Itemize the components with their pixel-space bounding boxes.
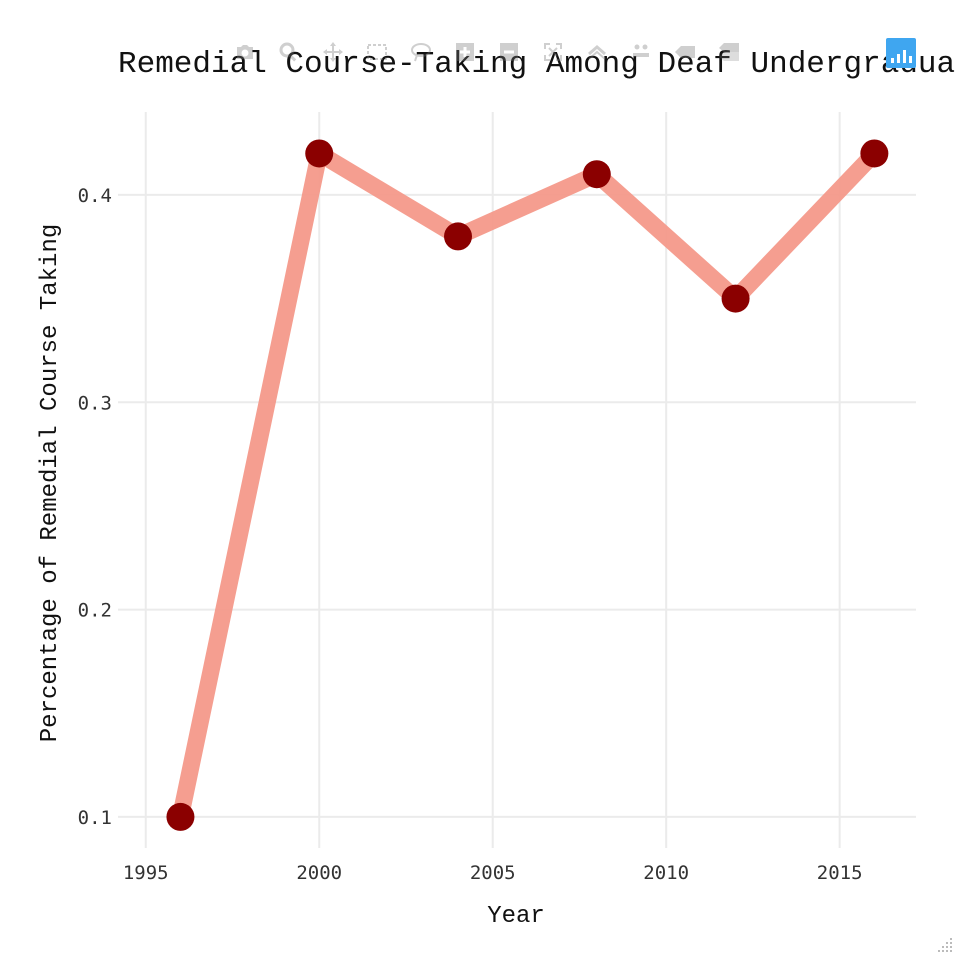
y-tick-label: 0.2: [78, 600, 112, 622]
y-tick-label: 0.1: [78, 807, 112, 829]
box-select-icon[interactable]: [362, 37, 392, 67]
data-point[interactable]: [860, 139, 889, 168]
y-tick-label: 0.3: [78, 392, 112, 414]
x-tick-label: 1995: [123, 862, 169, 884]
x-axis-title: Year: [487, 903, 545, 930]
pan-icon[interactable]: [318, 37, 348, 67]
data-point[interactable]: [444, 222, 473, 251]
zoom-out-icon[interactable]: [494, 37, 524, 67]
reset-axes-icon[interactable]: [582, 37, 612, 67]
hover-compare-icon[interactable]: [714, 37, 744, 67]
chart-title: Remedial Course-Taking Among Deaf Underg…: [118, 47, 956, 82]
autoscale-icon[interactable]: [538, 37, 568, 67]
hover-closest-icon[interactable]: [670, 37, 700, 67]
lasso-icon[interactable]: [406, 37, 436, 67]
tick-layer: 1995 2000 2005 2010 2015 0.1 0.2 0.3 0.4: [78, 185, 863, 884]
y-tick-label: 0.4: [78, 185, 112, 207]
zoom-in-icon[interactable]: [450, 37, 480, 67]
x-tick-label: 2010: [643, 862, 689, 884]
y-axis-title: Percentage of Remedial Course Taking: [37, 224, 64, 742]
x-tick-label: 2000: [296, 862, 342, 884]
plotly-logo-icon[interactable]: [886, 38, 916, 68]
data-point[interactable]: [582, 160, 611, 189]
spike-lines-icon[interactable]: [626, 37, 656, 67]
resize-handle-icon[interactable]: [936, 936, 954, 954]
x-tick-label: 2015: [817, 862, 863, 884]
grid-layer: [118, 112, 916, 848]
series-line: [171, 144, 883, 826]
data-point[interactable]: [305, 139, 334, 168]
zoom-icon[interactable]: [274, 37, 304, 67]
camera-icon[interactable]: [230, 37, 260, 67]
x-tick-label: 2005: [470, 862, 516, 884]
series-layer: [166, 139, 889, 831]
data-point[interactable]: [166, 802, 195, 831]
data-point[interactable]: [721, 284, 750, 313]
modebar: [230, 36, 744, 68]
